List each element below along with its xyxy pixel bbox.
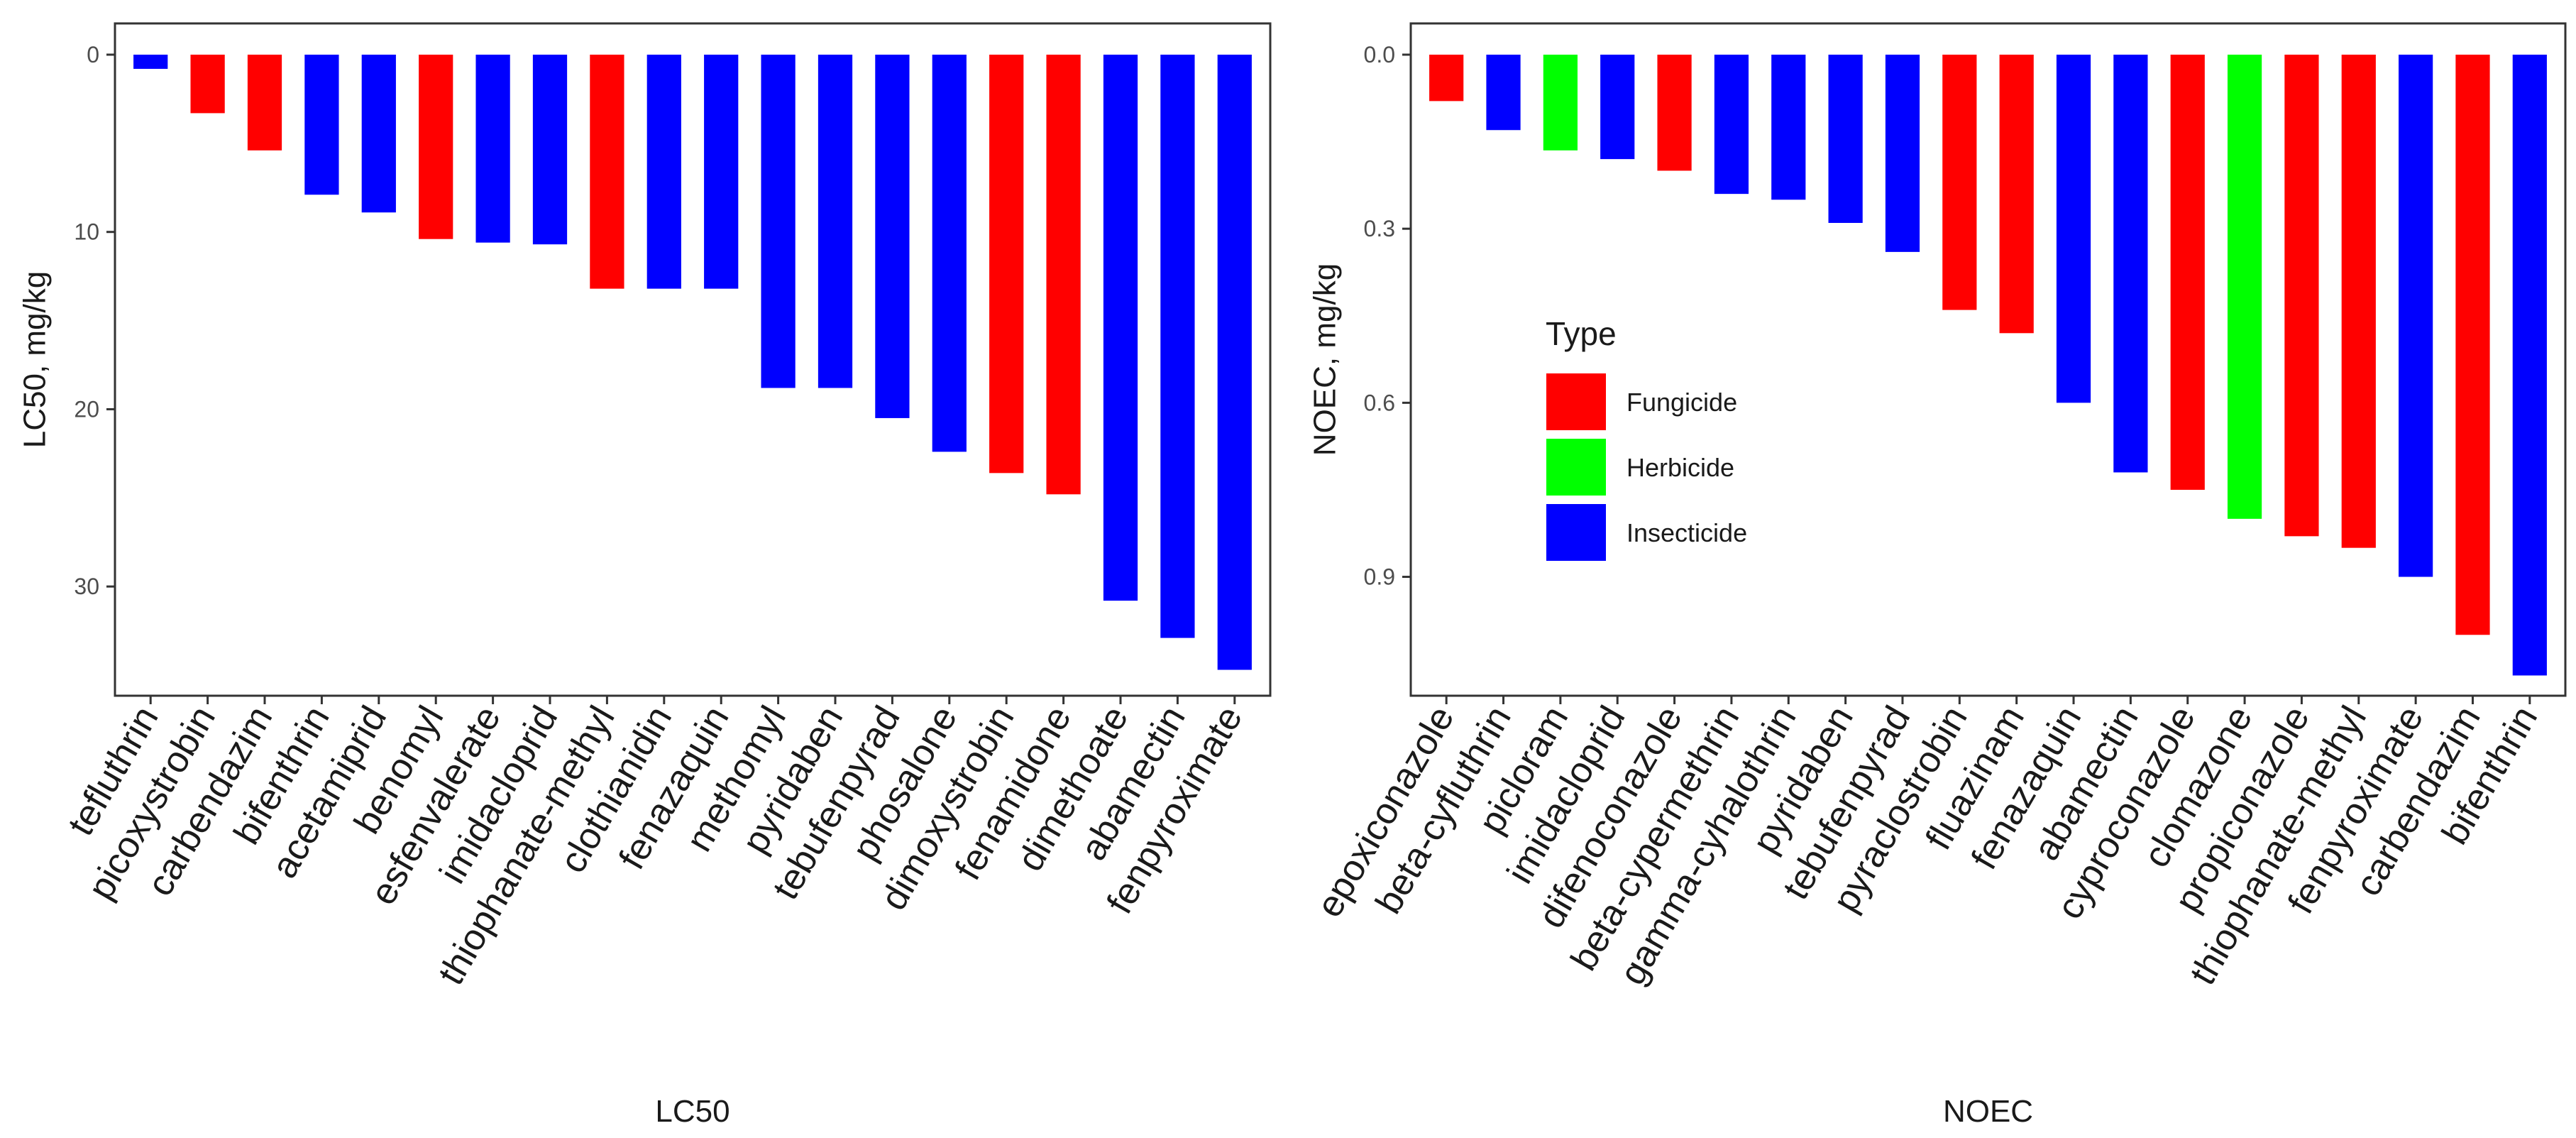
lc50-bar-pyridaben xyxy=(818,55,853,388)
noec-bar-beta-cyfluthrin xyxy=(1486,55,1521,131)
noec-bar-clomazone xyxy=(2227,55,2262,519)
lc50-bars xyxy=(133,55,1252,670)
noec-bar-picloram xyxy=(1543,55,1578,151)
lc50-bar-dimoxystrobin xyxy=(989,55,1024,474)
lc50-y-axis-title: LC50, mg/kg xyxy=(18,271,53,448)
lc50-y-axis: 0 10 20 30 xyxy=(74,42,115,599)
lc50-bar-picoxystrobin xyxy=(190,55,225,114)
noec-bar-bifenthrin xyxy=(2512,55,2547,676)
lc50-bar-esfenvalerate xyxy=(475,55,510,243)
noec-bar-abamectin xyxy=(2113,55,2148,473)
noec-plot-panel xyxy=(1409,22,2567,697)
noec-y-axis: 0.0 0.3 0.6 0.9 xyxy=(1364,42,1411,590)
noec-bar-cyproconazole xyxy=(2170,55,2205,490)
noec-bar-difenoconazole xyxy=(1657,55,1692,171)
noec-bar-pyridaben xyxy=(1828,55,1863,224)
lc50-plot-panel xyxy=(114,22,1272,697)
lc50-bar-thiophanate-methyl xyxy=(590,55,624,289)
lc50-bar-carbendazim xyxy=(247,55,282,151)
noec-y-tick-label: 0.0 xyxy=(1364,42,1395,67)
legend-label-fungicide: Fungicide xyxy=(1626,388,1737,417)
lc50-y-tick-label: 0 xyxy=(87,42,99,67)
noec-x-axis-title: NOEC xyxy=(1943,1094,2033,1129)
noec-bar-carbendazim xyxy=(2455,55,2490,635)
lc50-bar-bifenthrin xyxy=(304,55,339,195)
noec-y-axis-title: NOEC, mg/kg xyxy=(1308,263,1343,456)
noec-bar-beta-cypermethrin xyxy=(1714,55,1749,195)
lc50-y-tick-label: 10 xyxy=(74,219,99,245)
noec-chart: 0.0 0.3 0.6 0.9 epoxiconazolebeta-cyfluthri… xyxy=(1308,22,2567,1129)
noec-y-tick-label: 0.9 xyxy=(1364,564,1395,590)
legend-key-fungicide xyxy=(1545,372,1607,432)
lc50-bar-fenazaquin xyxy=(704,55,739,289)
lc50-chart: 0 10 20 30 tefluthrinpicoxystrobincarbendaz… xyxy=(18,22,1272,1129)
noec-bar-fluazinam xyxy=(1999,55,2034,334)
lc50-x-axis-title: LC50 xyxy=(655,1094,730,1129)
lc50-bar-imidacloprid xyxy=(532,55,568,245)
lc50-bar-methomyl xyxy=(761,55,796,388)
noec-bars xyxy=(1429,55,2547,676)
lc50-bar-phosalone xyxy=(932,55,967,452)
lc50-x-axis: tefluthrinpicoxystrobincarbendazimbifent… xyxy=(60,696,1250,992)
noec-bar-imidacloprid xyxy=(1600,55,1635,160)
noec-bar-gamma-cyhalothrin xyxy=(1771,55,1806,200)
lc50-bar-clothianidin xyxy=(646,55,681,289)
legend-key-herbicide xyxy=(1545,437,1607,497)
lc50-y-tick-label: 20 xyxy=(74,396,99,422)
noec-bar-propiconazole xyxy=(2284,55,2319,537)
legend-key-insecticide xyxy=(1545,503,1607,562)
noec-y-tick-label: 0.3 xyxy=(1364,216,1395,241)
lc50-bar-fenpyroximate xyxy=(1217,55,1252,670)
noec-x-axis: epoxiconazolebeta-cyfluthrinpicloramimid… xyxy=(1309,696,2545,992)
legend-items: Fungicide Herbicide Insecticide xyxy=(1545,372,1747,562)
legend-label-herbicide: Herbicide xyxy=(1626,453,1734,482)
noec-bar-epoxiconazole xyxy=(1429,55,1464,102)
noec-bar-fenpyroximate xyxy=(2399,55,2433,577)
lc50-bar-acetamiprid xyxy=(361,55,396,213)
lc50-bar-abamectin xyxy=(1160,55,1195,638)
legend-label-insecticide: Insecticide xyxy=(1626,518,1747,547)
lc50-bar-fenamidone xyxy=(1046,55,1081,495)
lc50-bar-benomyl xyxy=(419,55,453,239)
lc50-bar-dimethoate xyxy=(1103,55,1138,601)
noec-bar-thiophanate-methyl xyxy=(2341,55,2376,548)
noec-bar-pyraclostrobin xyxy=(1942,55,1977,310)
noec-y-tick-label: 0.6 xyxy=(1364,390,1395,415)
legend: Type Fungicide Herbicide Insecticide xyxy=(1545,315,1747,562)
lc50-y-tick-label: 30 xyxy=(74,574,99,599)
lc50-bar-tefluthrin xyxy=(133,55,168,69)
lc50-bar-tebufenpyrad xyxy=(875,55,910,418)
noec-bar-tebufenpyrad xyxy=(1885,55,1920,252)
legend-title: Type xyxy=(1546,315,1617,352)
noec-bar-fenazaquin xyxy=(2056,55,2091,403)
